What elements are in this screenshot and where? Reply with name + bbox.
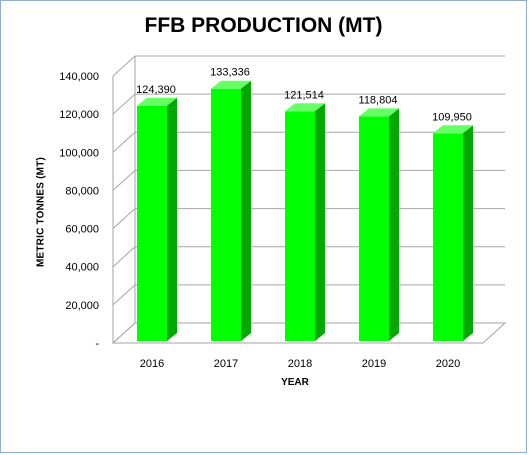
bar: [211, 88, 241, 341]
chart-title: FFB PRODUCTION (MT): [144, 14, 383, 37]
bar: [359, 116, 389, 341]
bar-side: [167, 97, 177, 341]
bar-side: [389, 108, 399, 341]
bar: [285, 111, 315, 342]
y-tick-label: 100,000: [59, 147, 99, 159]
floor: [111, 322, 507, 344]
y-tick-label: 20,000: [65, 300, 99, 312]
y-tick-label: 80,000: [65, 185, 99, 197]
x-tick-label: 2016: [140, 358, 164, 370]
gridline-side: [112, 208, 136, 229]
gridline-side: [112, 131, 136, 153]
x-tick-label: 2018: [288, 358, 312, 370]
x-tick-label: 2020: [436, 358, 460, 370]
bar-side: [463, 125, 473, 341]
bar: [137, 105, 167, 341]
bar-side: [315, 103, 325, 342]
gridline-side: [112, 93, 136, 115]
data-label: 118,804: [359, 94, 398, 106]
x-tick-label: 2019: [362, 358, 386, 370]
bar-top: [137, 97, 177, 106]
gridline-side: [112, 170, 136, 191]
x-axis-title: YEAR: [281, 377, 309, 388]
y-tick-label: -: [95, 338, 99, 350]
bar-top: [433, 125, 473, 134]
data-label: 133,336: [210, 67, 250, 79]
bar-top: [211, 80, 251, 89]
bar-top: [359, 108, 399, 117]
bar: [433, 133, 463, 341]
x-tick-label: 2017: [214, 358, 238, 370]
gridline-side: [112, 246, 136, 268]
bar-side: [241, 80, 251, 341]
gridline-side: [112, 55, 136, 77]
y-tick-label: 40,000: [65, 262, 99, 274]
gridline-side: [112, 284, 136, 306]
y-tick-label: 60,000: [65, 224, 99, 236]
data-label: 124,390: [136, 84, 176, 96]
bar-top: [285, 103, 325, 112]
data-label: 109,950: [432, 111, 472, 123]
y-tick-label: 120,000: [59, 109, 99, 121]
y-tick-label: 140,000: [59, 71, 99, 83]
data-label: 121,514: [284, 89, 324, 101]
